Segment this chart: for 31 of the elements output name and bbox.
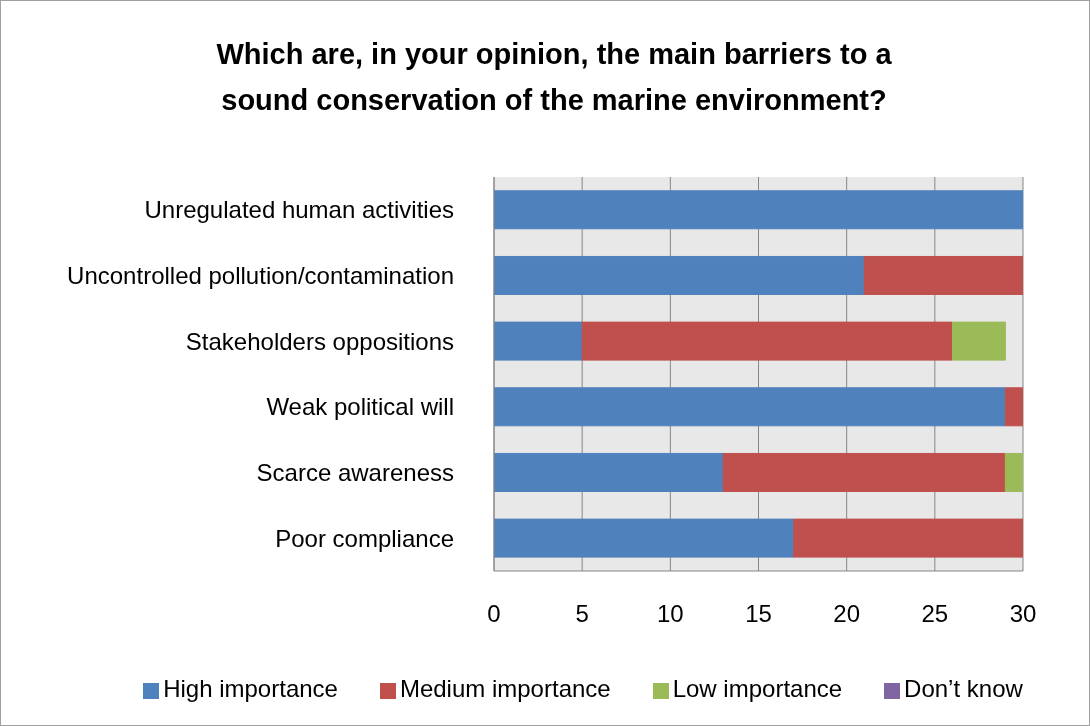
bar	[494, 387, 1006, 427]
legend-label: High importance	[163, 675, 338, 702]
y-tick-label: Poor compliance	[275, 524, 454, 552]
bar	[494, 518, 795, 558]
bar	[722, 452, 1006, 492]
bar	[863, 255, 1023, 295]
bar	[951, 321, 1006, 361]
x-tick-label: 0	[487, 600, 501, 628]
bar	[1004, 387, 1023, 427]
legend-label: Low importance	[672, 675, 843, 702]
bar	[494, 255, 865, 295]
bar	[793, 518, 1023, 558]
chart-title: Which are, in your opinion, the main barriers to a sound conservation of the marine environment?	[215, 37, 893, 118]
x-tick-label: 5	[575, 600, 589, 628]
bar	[494, 321, 583, 361]
bar	[1004, 452, 1023, 492]
y-tick-label: Uncontrolled pollution/contamination	[67, 262, 454, 290]
bar	[494, 190, 1023, 230]
y-tick-label: Stakeholders oppositions	[185, 327, 454, 355]
y-tick-label: Scarce awareness	[256, 459, 454, 487]
y-tick-label: Weak political will	[266, 393, 454, 421]
legend-label: Medium importance	[399, 675, 611, 702]
x-tick-label: 15	[745, 600, 772, 628]
x-tick-label: 10	[656, 600, 684, 628]
bar	[494, 452, 724, 492]
x-tick-label: 20	[833, 600, 861, 628]
x-tick-label: 30	[1009, 600, 1037, 628]
bar	[581, 321, 953, 361]
legend-label: Don’t know	[904, 675, 1023, 702]
y-tick-label: Unregulated human activities	[144, 196, 454, 224]
x-tick-label: 25	[921, 600, 949, 628]
